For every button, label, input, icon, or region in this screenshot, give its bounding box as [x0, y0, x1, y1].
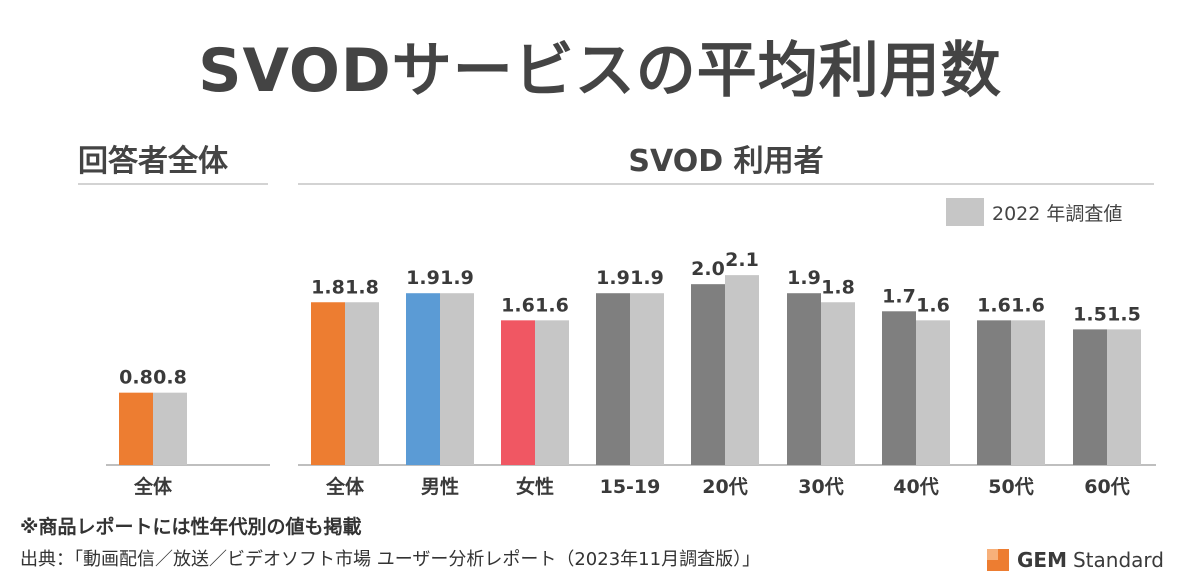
- bar-2022-svod-8: [1011, 320, 1045, 465]
- bar-2023-svod-2: [406, 293, 440, 465]
- bar-2023-svod-7: [882, 311, 916, 465]
- data-label-2022-svod-9: 1.5: [1107, 303, 1141, 325]
- data-label-2023-all-respondents: 0.8: [119, 367, 153, 389]
- bar-2023-svod-1: [311, 302, 345, 465]
- data-label-2023-svod-5: 2.0: [691, 258, 725, 280]
- data-label-2022-svod-8: 1.6: [1011, 294, 1045, 316]
- data-label-2023-svod-8: 1.6: [977, 294, 1011, 316]
- category-label-svod-3: 女性: [516, 475, 554, 498]
- category-label-svod-1: 全体: [325, 475, 365, 498]
- bar-2022-all-respondents: [153, 392, 187, 465]
- category-label-all-respondents: 全体: [133, 475, 173, 498]
- section-divider-right: [298, 183, 1154, 185]
- data-label-2022-svod-3: 1.6: [535, 294, 569, 316]
- bar-2023-svod-3: [501, 320, 535, 465]
- category-label-svod-9: 60代: [1084, 476, 1129, 498]
- data-label-2023-svod-7: 1.7: [882, 285, 916, 307]
- logo-text-gem: GEM: [1017, 548, 1067, 572]
- bar-2023-svod-4: [596, 293, 630, 465]
- data-label-2022-svod-7: 1.6: [916, 294, 950, 316]
- data-label-2022-svod-5: 2.1: [725, 249, 759, 271]
- data-label-2022-svod-2: 1.9: [440, 267, 474, 289]
- bar-2022-svod-5: [725, 275, 759, 465]
- bar-2022-svod-9: [1107, 329, 1141, 465]
- bar-2023-svod-8: [977, 320, 1011, 465]
- data-label-2023-svod-1: 1.8: [311, 276, 345, 298]
- bar-2022-svod-6: [821, 302, 855, 465]
- category-label-svod-6: 30代: [798, 476, 843, 498]
- logo-mark-icon: [987, 549, 1009, 571]
- section-heading-all-respondents: 回答者全体: [78, 144, 228, 179]
- data-label-2023-svod-3: 1.6: [501, 294, 535, 316]
- category-label-svod-4: 15-19: [600, 476, 661, 498]
- data-label-2022-svod-6: 1.8: [821, 276, 855, 298]
- category-label-svod-2: 男性: [421, 475, 459, 498]
- category-label-svod-8: 50代: [988, 476, 1033, 498]
- bar-2023-svod-9: [1073, 329, 1107, 465]
- source-citation: 出典：「動画配信／放送／ビデオソフト市場 ユーザー分析レポート（2023年11月…: [20, 549, 761, 570]
- category-label-svod-7: 40代: [893, 476, 938, 498]
- data-label-2023-svod-2: 1.9: [406, 267, 440, 289]
- bar-2023-svod-5: [691, 284, 725, 465]
- data-label-2022-svod-4: 1.9: [630, 267, 664, 289]
- chart-title: SVODサービスの平均利用数: [198, 36, 1002, 106]
- bar-2022-svod-4: [630, 293, 664, 465]
- legend-label: 2022 年調査値: [992, 202, 1123, 225]
- bar-2023-svod-6: [787, 293, 821, 465]
- data-label-2023-svod-9: 1.5: [1073, 303, 1107, 325]
- bar-2022-svod-1: [345, 302, 379, 465]
- bar-2023-all-respondents: [119, 392, 153, 465]
- data-label-2023-svod-6: 1.9: [787, 267, 821, 289]
- logo-text-standard: Standard: [1072, 548, 1164, 572]
- legend-swatch: [946, 198, 984, 226]
- category-label-svod-5: 20代: [702, 476, 747, 498]
- data-label-2022-all-respondents: 0.8: [153, 367, 187, 389]
- data-label-2023-svod-4: 1.9: [596, 267, 630, 289]
- brand-logo: GEM Standard: [987, 548, 1164, 572]
- bar-2022-svod-3: [535, 320, 569, 465]
- bar-2022-svod-7: [916, 320, 950, 465]
- section-divider-left: [78, 183, 268, 185]
- legend: 2022 年調査値: [946, 198, 1122, 226]
- bar-2022-svod-2: [440, 293, 474, 465]
- data-label-2022-svod-1: 1.8: [345, 276, 379, 298]
- footnote: ※商品レポートには性年代別の値も掲載: [20, 516, 362, 538]
- section-heading-svod-users: SVOD 利用者: [628, 144, 824, 179]
